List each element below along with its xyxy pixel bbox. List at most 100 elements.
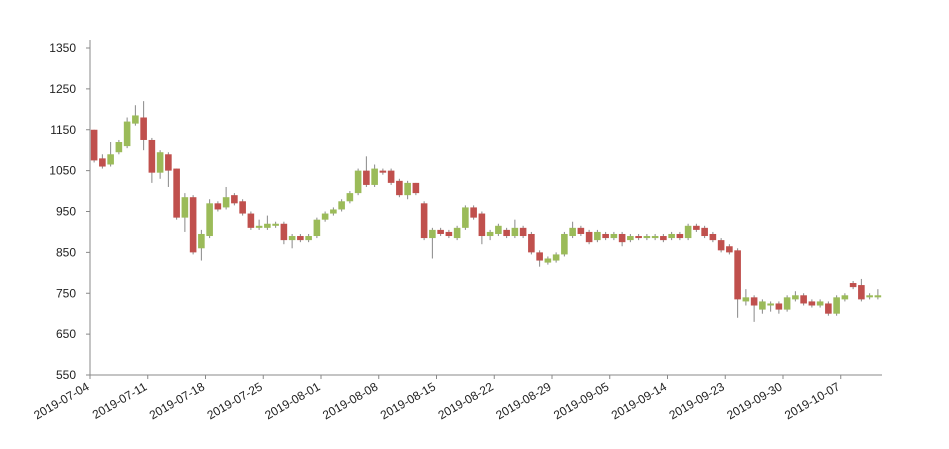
- candle-body: [462, 207, 469, 228]
- x-tick-label: 2019-07-18: [147, 379, 207, 422]
- x-tick-label: 2019-09-23: [667, 379, 727, 422]
- y-tick-label: 550: [56, 368, 76, 382]
- candle-body: [750, 297, 758, 306]
- candle-body: [437, 229, 444, 234]
- candle-body: [618, 233, 626, 243]
- candle-body: [561, 233, 568, 255]
- candle-body: [412, 182, 420, 194]
- x-tick-label: 2019-08-29: [493, 379, 553, 422]
- candle-body: [115, 142, 123, 153]
- candle-body: [668, 233, 675, 239]
- candle-body: [214, 203, 222, 210]
- candle-body: [387, 170, 395, 183]
- y-tick-label: 1150: [50, 123, 76, 137]
- candle-body: [173, 168, 180, 218]
- candle-body: [272, 223, 279, 226]
- candle-body: [132, 115, 139, 124]
- candle-body: [536, 252, 543, 261]
- candle-body: [734, 250, 741, 300]
- candle-body: [264, 223, 271, 228]
- candle-body: [404, 182, 411, 196]
- candle-body: [833, 297, 840, 314]
- candle-body: [486, 231, 494, 237]
- candle-body: [544, 258, 552, 263]
- candle-body: [519, 227, 527, 237]
- candle-body: [825, 303, 832, 314]
- candle-body: [123, 121, 131, 147]
- candle-body: [99, 158, 106, 167]
- candle-body: [651, 236, 659, 239]
- candle-body: [198, 233, 205, 249]
- candle-body: [577, 227, 585, 234]
- candle-body: [371, 168, 378, 185]
- y-tick-label: 1350: [49, 41, 76, 55]
- candle-body: [222, 197, 230, 208]
- candle-body: [635, 236, 642, 239]
- y-tick-label: 750: [56, 286, 76, 300]
- candle-body: [470, 207, 477, 218]
- candle-body: [239, 201, 246, 214]
- candle-body: [676, 233, 684, 239]
- candle-body: [552, 254, 560, 261]
- candle-body: [701, 227, 708, 237]
- candle-body: [453, 227, 461, 239]
- candle-body: [866, 295, 873, 298]
- candle-body: [346, 193, 354, 202]
- y-tick-label: 1050: [49, 164, 76, 178]
- candle-body: [165, 154, 172, 171]
- candle-body: [420, 203, 428, 239]
- candle-body: [247, 213, 255, 228]
- candle-body: [684, 225, 692, 239]
- candle-body: [495, 225, 502, 234]
- candle-body: [858, 285, 865, 300]
- x-tick-label: 2019-08-22: [436, 379, 496, 422]
- candle-body: [354, 170, 362, 194]
- candle-body: [528, 233, 535, 253]
- candle-body: [148, 139, 156, 173]
- candle-body: [297, 236, 304, 241]
- candle-body: [569, 227, 576, 237]
- candle-body: [445, 231, 453, 237]
- candle-body: [511, 227, 519, 237]
- candle-body: [693, 225, 700, 230]
- candle-body: [363, 170, 370, 185]
- candle-body: [660, 236, 667, 241]
- candle-body: [709, 233, 717, 241]
- candle-body: [800, 295, 807, 304]
- candle-body: [379, 170, 387, 173]
- candle-body: [255, 225, 263, 228]
- candle-body: [189, 197, 197, 253]
- candle-body: [396, 180, 403, 196]
- candle-body: [792, 295, 799, 300]
- candle-body: [330, 209, 337, 214]
- candle-body: [288, 236, 296, 241]
- candle-body: [206, 203, 213, 237]
- candle-body: [775, 303, 783, 310]
- candle-body: [181, 197, 189, 218]
- candle-body: [231, 195, 238, 204]
- candle-body: [156, 152, 164, 173]
- candle-body: [140, 117, 147, 140]
- x-tick-label: 2019-07-25: [205, 379, 265, 422]
- y-tick-label: 950: [56, 205, 76, 219]
- x-tick-label: 2019-08-08: [320, 379, 380, 422]
- candle-body: [503, 229, 510, 237]
- candle-body: [594, 231, 601, 241]
- candle-body: [321, 213, 329, 220]
- y-tick-label: 850: [56, 245, 76, 259]
- candle-body: [841, 295, 849, 300]
- candle-body: [742, 297, 750, 302]
- candle-body: [816, 301, 824, 306]
- candle-body: [338, 201, 345, 210]
- candle-body: [627, 236, 634, 241]
- candle-body: [849, 283, 857, 288]
- candle-body: [808, 301, 816, 306]
- y-tick-label: 1250: [49, 82, 76, 96]
- x-tick-label: 2019-08-01: [262, 379, 322, 422]
- y-tick-label: 650: [56, 327, 76, 341]
- candle-body: [643, 236, 651, 239]
- candle-body: [585, 231, 593, 243]
- x-tick-label: 2019-09-05: [551, 379, 611, 422]
- candle-body: [429, 229, 436, 239]
- x-tick-label: 2019-09-14: [609, 379, 669, 422]
